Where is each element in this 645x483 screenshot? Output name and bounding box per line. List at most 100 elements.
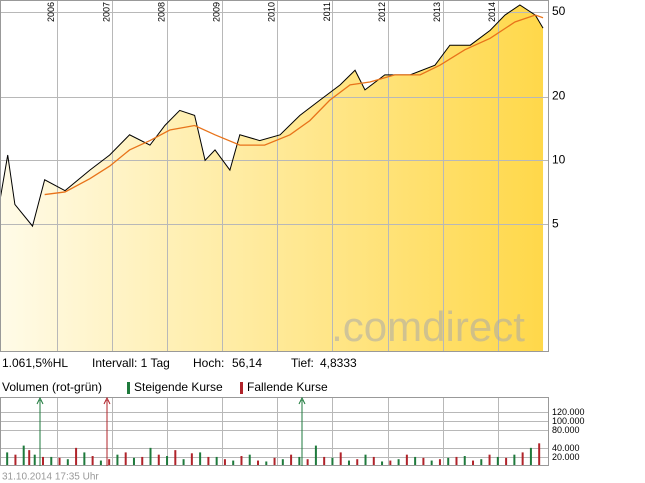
volume-bar bbox=[414, 456, 417, 466]
volume-bar bbox=[455, 456, 458, 466]
y-tick-label: 40.000 bbox=[552, 443, 580, 453]
volume-bar bbox=[99, 460, 102, 466]
price-area bbox=[0, 4, 544, 352]
x-tick-label: 2011 bbox=[322, 2, 332, 21]
legend-swatch bbox=[127, 382, 130, 394]
volume-bar bbox=[248, 454, 251, 466]
volume-bar bbox=[472, 460, 475, 466]
y-tick-label: 80.000 bbox=[552, 425, 580, 435]
volume-bar bbox=[58, 457, 61, 466]
volume-bar bbox=[22, 445, 25, 466]
volume-bar bbox=[488, 454, 491, 466]
volume-bar bbox=[240, 456, 243, 466]
volume-bar bbox=[521, 452, 524, 466]
volume-bar bbox=[306, 459, 309, 466]
volume-bar bbox=[190, 453, 193, 466]
volume-bar bbox=[372, 456, 375, 466]
x-tick-label: 2013 bbox=[432, 2, 442, 22]
legend-label: Fallende Kurse bbox=[247, 380, 328, 394]
info-high: 56,14 bbox=[232, 356, 262, 370]
volume-bar bbox=[397, 459, 400, 466]
x-tick-label: 2014 bbox=[487, 2, 497, 22]
volume-bar bbox=[480, 459, 483, 466]
volume-bar bbox=[463, 456, 466, 466]
volume-bar bbox=[141, 456, 144, 466]
volume-bar bbox=[265, 461, 268, 466]
volume-bar bbox=[182, 459, 185, 466]
volume-bar bbox=[223, 459, 226, 466]
volume-bar bbox=[215, 456, 218, 466]
volume-bar bbox=[331, 457, 334, 466]
volume-bar bbox=[422, 457, 425, 466]
volume-bar bbox=[281, 459, 284, 466]
volume-bar bbox=[174, 450, 177, 466]
volume-bar bbox=[6, 452, 9, 466]
volume-bar bbox=[42, 456, 45, 466]
volume-bar bbox=[356, 459, 359, 466]
volume-bar bbox=[347, 460, 350, 466]
volume-bar bbox=[273, 457, 276, 466]
legend-swatch bbox=[240, 382, 243, 394]
y-tick-label: 50 bbox=[552, 4, 566, 18]
plot-frame bbox=[0, 0, 549, 352]
timestamp: 31.10.2014 17:35 Uhr bbox=[2, 472, 99, 483]
volume-bar bbox=[28, 450, 31, 466]
x-tick-label: 2010 bbox=[267, 2, 277, 22]
volume-bar bbox=[50, 456, 53, 466]
volume-bar bbox=[116, 454, 119, 466]
volume-bar bbox=[166, 456, 169, 466]
volume-bar bbox=[124, 452, 127, 466]
info-interval: Intervall: 1 Tag bbox=[92, 356, 170, 370]
volume-bar bbox=[364, 454, 367, 466]
volume-bar bbox=[496, 456, 499, 466]
y-tick-label: 10 bbox=[552, 153, 566, 167]
volume-bar bbox=[199, 452, 202, 466]
volume-bar bbox=[430, 460, 433, 466]
watermark: .comdirect bbox=[331, 303, 525, 350]
volume-bar bbox=[438, 459, 441, 466]
volume-bar bbox=[14, 454, 17, 466]
volume-bar bbox=[513, 454, 516, 466]
y-tick-label: 100.000 bbox=[552, 416, 585, 426]
info-low: 4,8333 bbox=[320, 356, 357, 370]
volume-bar bbox=[538, 443, 541, 466]
price-line bbox=[44, 14, 544, 196]
volume-bar bbox=[290, 454, 293, 466]
y-tick-label: 20 bbox=[552, 89, 566, 103]
x-tick-label: 2009 bbox=[212, 2, 222, 22]
volume-bar bbox=[108, 459, 111, 466]
x-tick-label: 2006 bbox=[46, 2, 56, 22]
volume-bar bbox=[505, 457, 508, 466]
volume-bar bbox=[389, 460, 392, 466]
volume-bar bbox=[83, 452, 86, 466]
volume-bar bbox=[91, 456, 94, 466]
x-tick-label: 2008 bbox=[156, 2, 166, 22]
x-tick-label: 2007 bbox=[101, 2, 111, 22]
volume-bar bbox=[339, 452, 342, 466]
volume-bar bbox=[323, 456, 326, 466]
volume-bar bbox=[381, 461, 384, 466]
info-high-label: Hoch: bbox=[193, 356, 224, 370]
volume-bar bbox=[75, 447, 78, 466]
volume-bar bbox=[232, 460, 235, 466]
volume-frame bbox=[0, 397, 549, 466]
volume-bar bbox=[298, 456, 301, 466]
volume-bar bbox=[447, 457, 450, 466]
y-tick-label: 120.000 bbox=[552, 407, 585, 417]
volume-title: Volumen (rot-grün) bbox=[2, 380, 102, 394]
y-tick-label: 20.000 bbox=[552, 452, 580, 462]
volume-bar bbox=[257, 460, 260, 466]
x-tick-label: 2012 bbox=[377, 2, 387, 22]
y-tick-label: 5 bbox=[552, 216, 559, 230]
volume-bar bbox=[207, 456, 210, 466]
volume-bar bbox=[314, 445, 317, 466]
volume-bar bbox=[33, 454, 36, 466]
volume-bar bbox=[405, 454, 408, 466]
volume-bar bbox=[66, 459, 69, 466]
volume-bar bbox=[157, 454, 160, 466]
price-line bbox=[0, 4, 544, 228]
legend-label: Steigende Kurse bbox=[134, 380, 223, 394]
volume-bar bbox=[529, 447, 532, 466]
volume-bar bbox=[132, 457, 135, 466]
